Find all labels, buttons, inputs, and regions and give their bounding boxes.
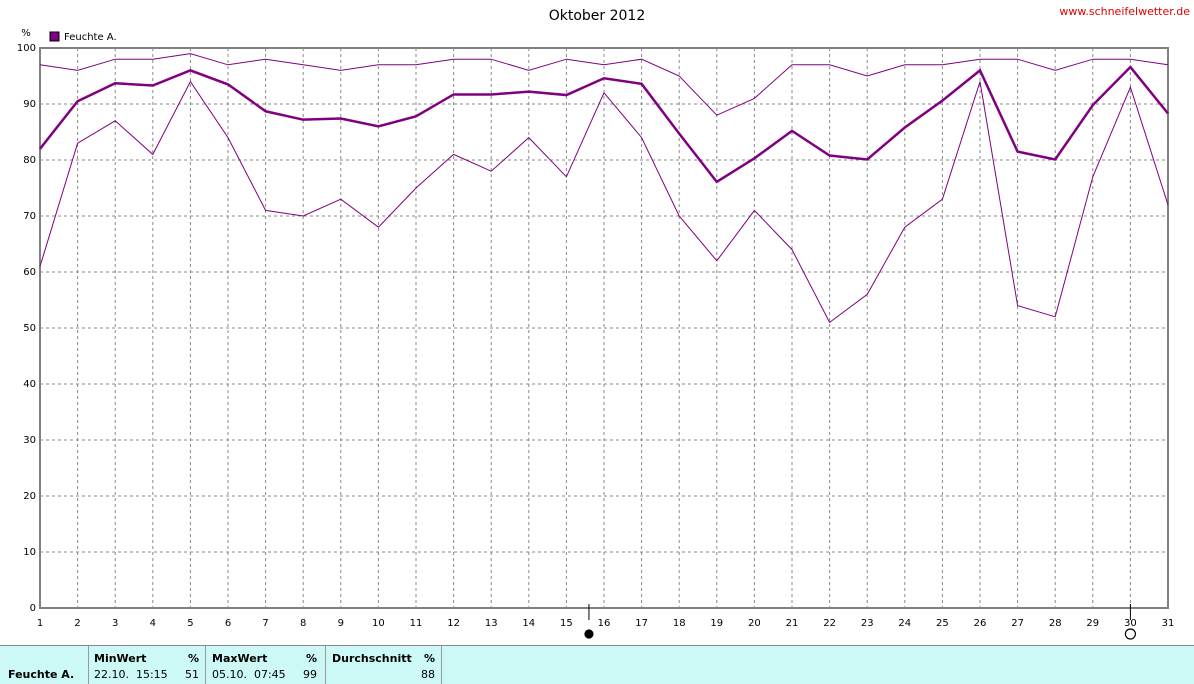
unit: % [305,652,317,665]
x-tick-label: 15 [560,618,573,629]
chart: Oktober 2012 www.schneifelwetter.de % Fe… [17,5,1190,640]
line [39,53,1169,116]
source: www.schneifelwetter.de [1059,5,1190,18]
y-tick-label: 40 [23,379,36,390]
y-tick-label: 90 [23,99,36,110]
y-tick-label: 100 [17,43,36,54]
x-tick-label: 27 [1011,618,1024,629]
value: 88 [421,668,435,681]
y-tick-label: 70 [23,211,36,222]
x-tick-label: 14 [522,618,535,629]
x-tick-label: 31 [1162,618,1175,629]
y-tick-label: 20 [23,491,36,502]
time: 05.10. 07:45 [212,668,286,681]
cell: Durchschnitt % 88 [326,646,442,684]
line [39,65,1169,184]
x-tick-label: 10 [372,618,385,629]
header: Durchschnitt [332,652,412,665]
chart-title: Oktober 2012 [549,8,646,24]
y-tick-label: 30 [23,435,36,446]
y-tick-label: 80 [23,155,36,166]
x-tick-label: 9 [338,618,344,629]
header: MinWert [94,652,147,665]
x-tick-label: 24 [898,618,911,629]
x-tick-label: 2 [74,618,80,629]
legend-label: Feuchte A. [64,32,117,43]
legend-swatch [49,31,60,42]
value: 99 [303,668,317,681]
x-tick-label: 28 [1049,618,1062,629]
x-tick-label: 20 [748,618,761,629]
cell: MaxWert % 05.10. 07:45 99 [206,646,326,684]
moon-phase [1124,628,1137,640]
x-tick-label: 18 [673,618,686,629]
x-tick-label: 23 [861,618,874,629]
x-tick-label: 17 [635,618,648,629]
x-tick-label: 29 [1086,618,1099,629]
y-tick-label: 0 [30,603,36,614]
x-tick-label: 16 [598,618,611,629]
x-tick-label: 5 [187,618,193,629]
x-tick-label: 13 [485,618,498,629]
cell: MinWert % 22.10. 15:15 51 [88,646,206,684]
value: 51 [185,668,199,681]
x-tick-label: 4 [150,618,156,629]
x-tick-label: 25 [936,618,949,629]
x-tick-label: 19 [710,618,723,629]
x-tick-label: 30 [1124,618,1137,629]
unit: % [187,652,199,665]
summary-table: Feuchte A. MinWert % 22.10. 15:15 51 Max… [0,645,1194,684]
x-tick-label: 22 [823,618,836,629]
moon-phase [584,629,594,639]
unit: % [423,652,435,665]
y-axis-label: % [21,28,31,39]
y-tick-label: 60 [23,267,36,278]
x-tick-label: 7 [262,618,268,629]
x-tick-label: 11 [410,618,423,629]
time: 22.10. 15:15 [94,668,168,681]
x-tick-label: 6 [225,618,231,629]
x-tick-label: 1 [37,618,43,629]
x-tick-label: 26 [974,618,987,629]
x-tick-label: 12 [447,618,460,629]
x-tick-label: 3 [112,618,118,629]
x-tick-label: 8 [300,618,306,629]
cell: Feuchte A. [0,646,89,684]
line [39,80,1169,324]
y-tick-label: 50 [23,323,36,334]
y-tick-label: 10 [23,547,36,558]
header: MaxWert [212,652,268,665]
x-tick-label: 21 [786,618,799,629]
row-label: Feuchte A. [8,668,75,681]
